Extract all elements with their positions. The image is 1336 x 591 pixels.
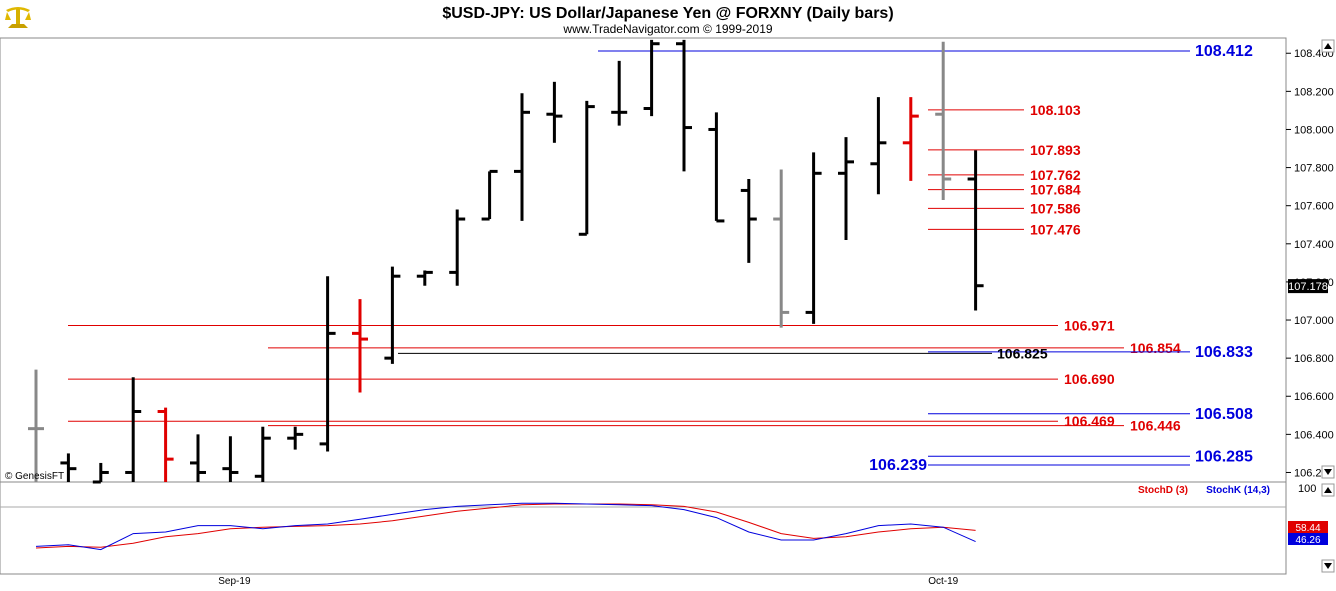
level-label: 106.971 (1064, 318, 1115, 334)
level-106.239: 106.239 (869, 457, 1190, 474)
level-label: 107.893 (1030, 142, 1081, 158)
watermark: © GenesisFT (5, 471, 64, 482)
ohlc-bar (870, 97, 887, 195)
level-label: 106.825 (997, 345, 1048, 361)
stochk-value: 46.26 (1295, 535, 1320, 546)
price-tick-label: 108.000 (1294, 124, 1334, 136)
stochk-line (35, 502, 976, 551)
scroll-up-arrow-icon[interactable] (1321, 39, 1335, 53)
ohlc-bar (902, 97, 919, 181)
level-label: 106.508 (1195, 406, 1253, 423)
stochk-legend: StochK (14,3) (1206, 485, 1270, 496)
level-label: 108.412 (1195, 43, 1253, 60)
level-106.690: 106.690 (68, 371, 1115, 387)
ohlc-bar (157, 407, 174, 482)
price-axis: 108.400108.200108.000107.800107.600107.4… (1286, 48, 1334, 479)
price-tick-label: 107.600 (1294, 201, 1334, 213)
ohlc-bar (805, 152, 822, 324)
level-label: 106.854 (1130, 340, 1181, 356)
ohlc-bar (643, 39, 660, 117)
price-tick-label: 106.800 (1294, 353, 1334, 365)
level-label: 107.586 (1030, 200, 1081, 216)
level-label: 106.285 (1195, 448, 1253, 465)
ohlc-bar (546, 81, 563, 143)
date-axis: Sep-19 Oct-19 (218, 576, 958, 587)
ohlc-bar (935, 41, 952, 200)
stochastic-panel (0, 481, 1287, 575)
level-label: 107.476 (1030, 221, 1081, 237)
price-tick-label: 107.000 (1294, 315, 1334, 327)
price-tick-label: 106.400 (1294, 429, 1334, 441)
ohlc-bar (319, 276, 336, 452)
ohlc-bar (773, 169, 790, 328)
ohlc-bar (190, 434, 206, 482)
ohlc-bar (708, 112, 725, 223)
ohlc-bar (60, 453, 77, 482)
ohlc-bar (287, 426, 304, 450)
scroll-down-arrow-icon[interactable] (1321, 465, 1335, 479)
ohlc-bar (514, 93, 530, 221)
stoch-scroll-up-arrow-icon[interactable] (1321, 483, 1335, 497)
price-tick-label: 106.600 (1294, 391, 1334, 403)
last-price-label: 107.178 (1288, 281, 1328, 293)
stochd-value-badge (1288, 521, 1328, 533)
stoch-scroll-down-arrow-icon[interactable] (1321, 559, 1335, 573)
level-label: 106.833 (1195, 344, 1253, 361)
stochd-value: 58.44 (1295, 523, 1320, 534)
ohlc-bar (676, 39, 692, 172)
level-label: 106.690 (1064, 371, 1115, 387)
level-label: 108.103 (1030, 102, 1081, 118)
stochd-line (35, 503, 976, 549)
level-106.446: 106.446 (268, 418, 1181, 434)
ohlc-bar (611, 60, 628, 126)
ohlc-bar (254, 426, 271, 482)
level-106.833: 106.833 (928, 344, 1253, 361)
trade-navigator-logo-icon (5, 7, 31, 28)
stochk-value-badge (1288, 533, 1328, 545)
level-label: 106.469 (1064, 413, 1115, 429)
level-label: 106.239 (869, 457, 927, 474)
ohlc-bar (352, 299, 368, 393)
ohlc-bar (125, 377, 142, 482)
level-106.825: 106.825 (398, 345, 1048, 361)
ohlc-bar (28, 369, 44, 482)
level-label: 106.446 (1130, 418, 1181, 434)
chart-title: $USD-JPY: US Dollar/Japanese Yen @ FORXN… (442, 5, 893, 22)
ohlc-bar (838, 137, 854, 240)
ohlc-bar (416, 270, 433, 286)
ohlc-bar (92, 462, 109, 484)
level-108.412: 108.412 (598, 43, 1253, 60)
ohlc-bar (740, 179, 757, 263)
price-tick-label: 107.400 (1294, 239, 1334, 251)
stochd-legend: StochD (3) (1138, 485, 1188, 496)
ohlc-bar (481, 169, 498, 221)
date-tick-label: Sep-19 (218, 576, 251, 587)
ohlc-bar (578, 100, 595, 236)
ohlc-bar (384, 266, 401, 364)
last-price-badge (1288, 279, 1328, 294)
ohlc-bar (967, 150, 984, 311)
price-tick-label: 107.800 (1294, 163, 1334, 175)
stoch-tick-label: 100 (1298, 483, 1316, 495)
level-106.508: 106.508 (928, 406, 1253, 423)
level-label: 107.684 (1030, 182, 1081, 198)
date-tick-label: Oct-19 (928, 576, 958, 587)
chart-copyright: www.TradeNavigator.com © 1999-2019 (562, 22, 772, 36)
price-tick-label: 108.200 (1294, 86, 1334, 98)
ohlc-bar (449, 209, 466, 286)
level-106.971: 106.971 (68, 318, 1115, 334)
ohlc-bar (222, 436, 239, 482)
level-label: 107.762 (1030, 167, 1081, 183)
level-106.285: 106.285 (928, 448, 1253, 465)
